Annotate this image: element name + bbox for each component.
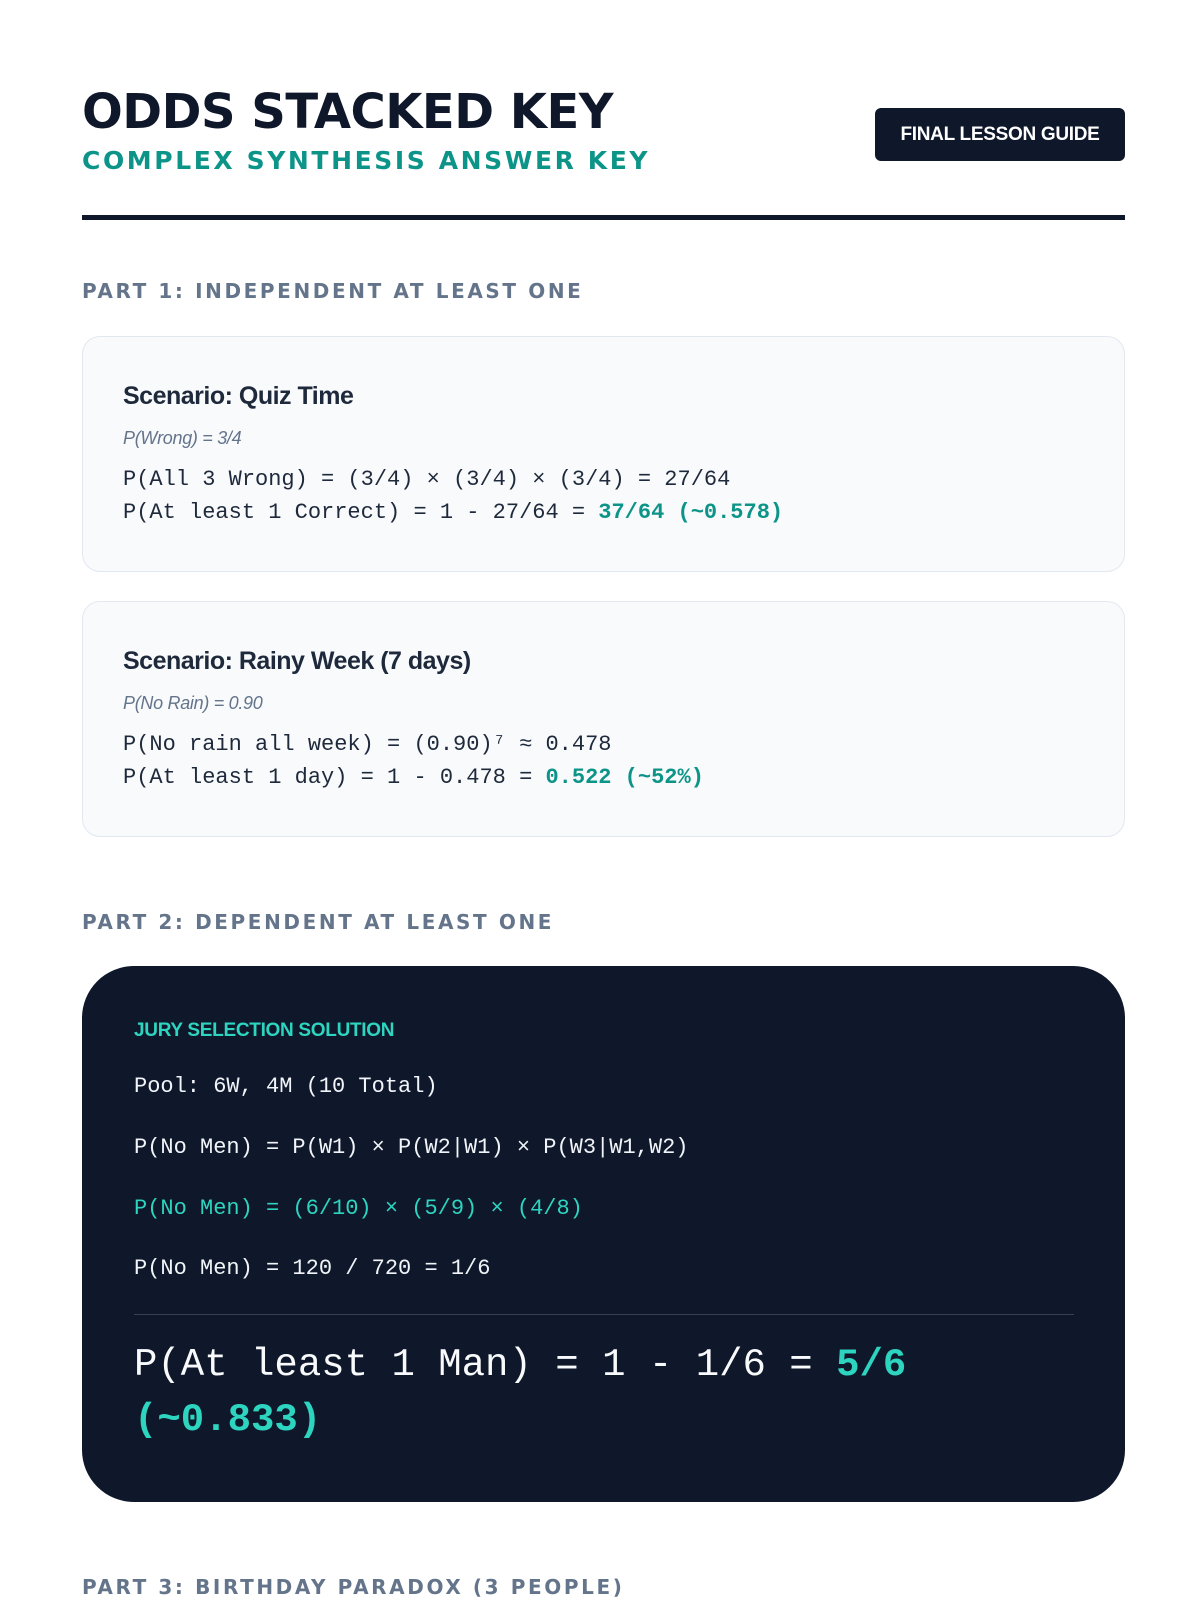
solution-divider xyxy=(134,1314,1074,1315)
scenario-given: P(Wrong) = 3/4 xyxy=(123,428,242,448)
page-subtitle: COMPLEX SYNTHESIS ANSWER KEY xyxy=(82,146,651,175)
final-lesson-guide-badge: FINAL LESSON GUIDE xyxy=(875,108,1125,161)
solution-line: P(No Men) = 120 / 720 = 1/6 xyxy=(134,1256,491,1281)
header-divider xyxy=(82,215,1125,220)
part3-heading: PART 3: BIRTHDAY PARADOX (3 PEOPLE) xyxy=(82,1575,625,1599)
solution-line: Pool: 6W, 4M (10 Total) xyxy=(134,1074,438,1099)
scenario-title: Scenario: Rainy Week (7 days) xyxy=(123,647,471,675)
solution-answer: 0.522 (~52%) xyxy=(545,765,704,790)
scenario-solution: P(No rain all week) = (0.90)⁷ ≈ 0.478 P(A… xyxy=(123,728,704,794)
solution-line: P(At least 1 Correct) = 1 - 27/64 = 37/6… xyxy=(123,496,783,529)
scenario-card-quiz: Scenario: Quiz Time P(Wrong) = 3/4 P(All… xyxy=(82,336,1125,572)
scenario-given: P(No Rain) = 0.90 xyxy=(123,693,263,713)
solution-line: P(At least 1 day) = 1 - 0.478 = 0.522 (~… xyxy=(123,761,704,794)
scenario-solution: P(All 3 Wrong) = (3/4) × (3/4) × (3/4) =… xyxy=(123,463,783,529)
final-answer: P(At least 1 Man) = 1 - 1/6 = 5/6 (~0.83… xyxy=(134,1338,1074,1448)
solution-line: P(No rain all week) = (0.90)⁷ ≈ 0.478 xyxy=(123,732,612,757)
solution-line-highlighted: P(No Men) = (6/10) × (5/9) × (4/8) xyxy=(134,1196,583,1221)
solution-answer: 37/64 (~0.578) xyxy=(598,500,784,525)
page-title: ODDS STACKED KEY xyxy=(82,84,614,140)
part1-heading: PART 1: INDEPENDENT AT LEAST ONE xyxy=(82,279,584,303)
solution-text: P(At least 1 day) = 1 - 0.478 = xyxy=(123,765,546,790)
final-answer-text: P(At least 1 Man) = 1 - 1/6 = xyxy=(134,1343,837,1387)
scenario-title: Scenario: Quiz Time xyxy=(123,382,354,410)
part2-heading: PART 2: DEPENDENT AT LEAST ONE xyxy=(82,910,555,934)
final-answer-value: 5/6 (~0.833) xyxy=(134,1343,907,1442)
solution-text: P(At least 1 Correct) = 1 - 27/64 = xyxy=(123,500,599,525)
jury-selection-card: JURY SELECTION SOLUTION Pool: 6W, 4M (10… xyxy=(82,966,1125,1502)
solution-line: P(All 3 Wrong) = (3/4) × (3/4) × (3/4) =… xyxy=(123,467,731,492)
jury-selection-label: JURY SELECTION SOLUTION xyxy=(134,1020,395,1041)
scenario-card-rainy-week: Scenario: Rainy Week (7 days) P(No Rain)… xyxy=(82,601,1125,837)
solution-line: P(No Men) = P(W1) × P(W2|W1) × P(W3|W1,W… xyxy=(134,1135,689,1160)
